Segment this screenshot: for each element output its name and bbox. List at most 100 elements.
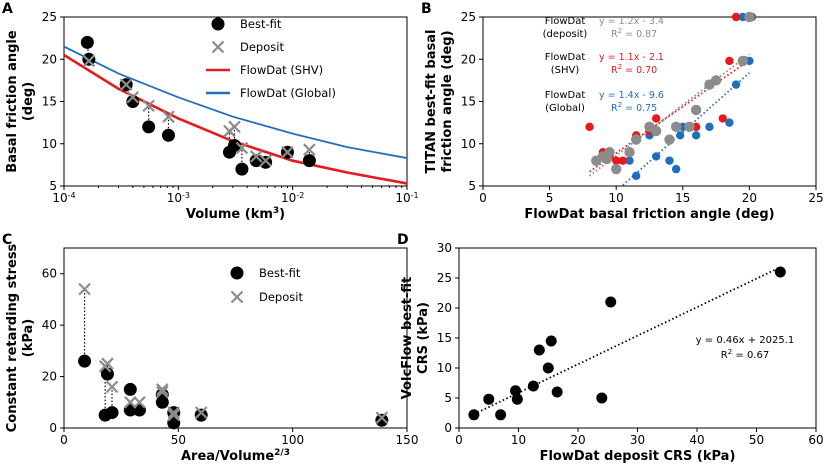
y-axis-title-D: VolcFlow best-fit	[400, 277, 415, 400]
x-tick-label: 0	[455, 433, 463, 447]
y-tick-label: 25	[42, 10, 57, 24]
point-shv	[651, 114, 661, 123]
best-fit-point	[80, 35, 94, 49]
x-axis-title-sup: 3	[273, 206, 279, 216]
annotation-label: FlowDat	[545, 16, 586, 27]
plot-area-a	[64, 35, 407, 185]
point-shv	[731, 12, 741, 22]
deposit-point	[249, 150, 263, 163]
x-tick-label: 10	[609, 191, 624, 205]
annotation-r2: R2 = 0.70	[611, 63, 657, 76]
point-deposit	[664, 134, 675, 145]
r2-value: = 0.70	[622, 65, 657, 76]
point-deposit	[611, 163, 622, 175]
point-deposit	[624, 147, 635, 158]
deposit-point	[167, 408, 181, 422]
best-fit-point	[774, 266, 786, 278]
point-global	[731, 80, 741, 89]
r2-exp: 2	[618, 101, 622, 109]
best-fit-point	[302, 154, 316, 168]
best-fit-point	[78, 354, 92, 368]
x-tick-label: 0	[60, 433, 68, 447]
legend-c: Best-fit Deposit	[230, 266, 303, 304]
best-fit-point	[82, 52, 96, 66]
y-tick-label: 5	[444, 391, 452, 405]
best-fit-point	[495, 409, 507, 421]
deposit-point	[124, 396, 137, 409]
annotation-label: FlowDat	[545, 90, 586, 101]
best-fit-point	[596, 392, 608, 404]
annotation-sublabel: (Global)	[545, 103, 585, 114]
x-tick-base: 10	[52, 191, 67, 205]
r2-value: = 0.75	[622, 103, 657, 114]
best-fit-point	[551, 386, 563, 398]
annotation-r2: R2 = 0.75	[611, 101, 657, 114]
legend-label: Best-fit	[259, 266, 301, 280]
point-deposit	[670, 121, 682, 133]
point-shv	[725, 56, 734, 66]
deposit-point	[78, 282, 91, 296]
best-fit-point	[126, 95, 140, 108]
x-tick-label: 20	[742, 191, 757, 205]
legend-label: Deposit	[240, 40, 284, 54]
x-tick-label: 10-4	[52, 191, 75, 206]
x-tick-label: 60	[808, 433, 823, 447]
panel-letter-A: A	[2, 1, 13, 17]
panel-C: C 0 50 100 150 0 20 40 60 Area/Volume2/3 Constant …	[2, 232, 418, 464]
best-fit-point	[194, 408, 208, 422]
y-tick-label: 0	[444, 421, 452, 435]
x-tick-label: 30	[630, 433, 645, 447]
legend-marker-deposit	[230, 290, 244, 304]
x-tick-base: 10	[167, 191, 182, 205]
point-shv	[618, 156, 628, 165]
y-tick-label: 10	[461, 137, 476, 151]
deposit-point	[167, 406, 181, 419]
plot-frame-C	[63, 247, 408, 429]
point-global	[665, 156, 674, 165]
legend-label: Best-fit	[240, 17, 282, 31]
best-fit-point	[468, 409, 480, 421]
point-global	[671, 164, 681, 174]
r2-exp: 2	[728, 348, 732, 356]
annotation-sublabel: (deposit)	[543, 29, 588, 40]
legend-marker-best-fit	[230, 266, 244, 280]
x-axis-title-B: FlowDat basal friction angle (deg)	[524, 207, 774, 222]
y-tick-label: 15	[42, 95, 57, 109]
y-axis-title-line2-C: (kPa)	[21, 319, 36, 357]
point-global	[651, 152, 661, 161]
r2-exp: 2	[618, 63, 622, 71]
deposit-point	[105, 380, 119, 394]
y-tick-label: 30	[437, 241, 452, 255]
y-tick-label: 20	[461, 52, 476, 66]
panel-letter-B: B	[421, 1, 432, 17]
r2-prefix: R	[611, 65, 618, 76]
deposit-point	[228, 120, 241, 134]
point-shv	[612, 156, 621, 165]
y-tick-label: 20	[437, 301, 452, 315]
x-tick-exp: -2	[296, 191, 304, 200]
legend-label: Deposit	[259, 290, 303, 304]
deposit-point	[303, 143, 316, 156]
point-deposit	[601, 153, 613, 165]
x-tick-label: 150	[396, 433, 419, 447]
best-fit-point	[235, 162, 249, 176]
x-tick-label: 10-1	[395, 191, 418, 206]
y-axis-title-line2-B: friction angle (deg)	[440, 30, 455, 172]
x-axis-title-D: FlowDat deposit CRS (kPa)	[540, 449, 736, 464]
flowdat-shv-curve	[64, 53, 407, 185]
x-tick-label: 50	[171, 433, 186, 447]
legend-label: FlowDat (Global)	[240, 86, 336, 100]
best-fit-point	[527, 380, 539, 392]
x-axis-title-text: Volume (km	[186, 207, 273, 222]
point-global	[691, 131, 701, 140]
x-axis-title-text: Area/Volume	[181, 449, 274, 464]
deposit-point	[142, 99, 155, 113]
point-deposit	[650, 125, 662, 137]
annotation-r2: R2 = 0.67	[721, 348, 769, 361]
deposit-point	[101, 357, 114, 370]
y-tick-label: 40	[42, 318, 57, 332]
x-tick-exp: -3	[182, 191, 190, 200]
deposit-point	[281, 145, 294, 159]
point-deposit	[684, 121, 695, 133]
